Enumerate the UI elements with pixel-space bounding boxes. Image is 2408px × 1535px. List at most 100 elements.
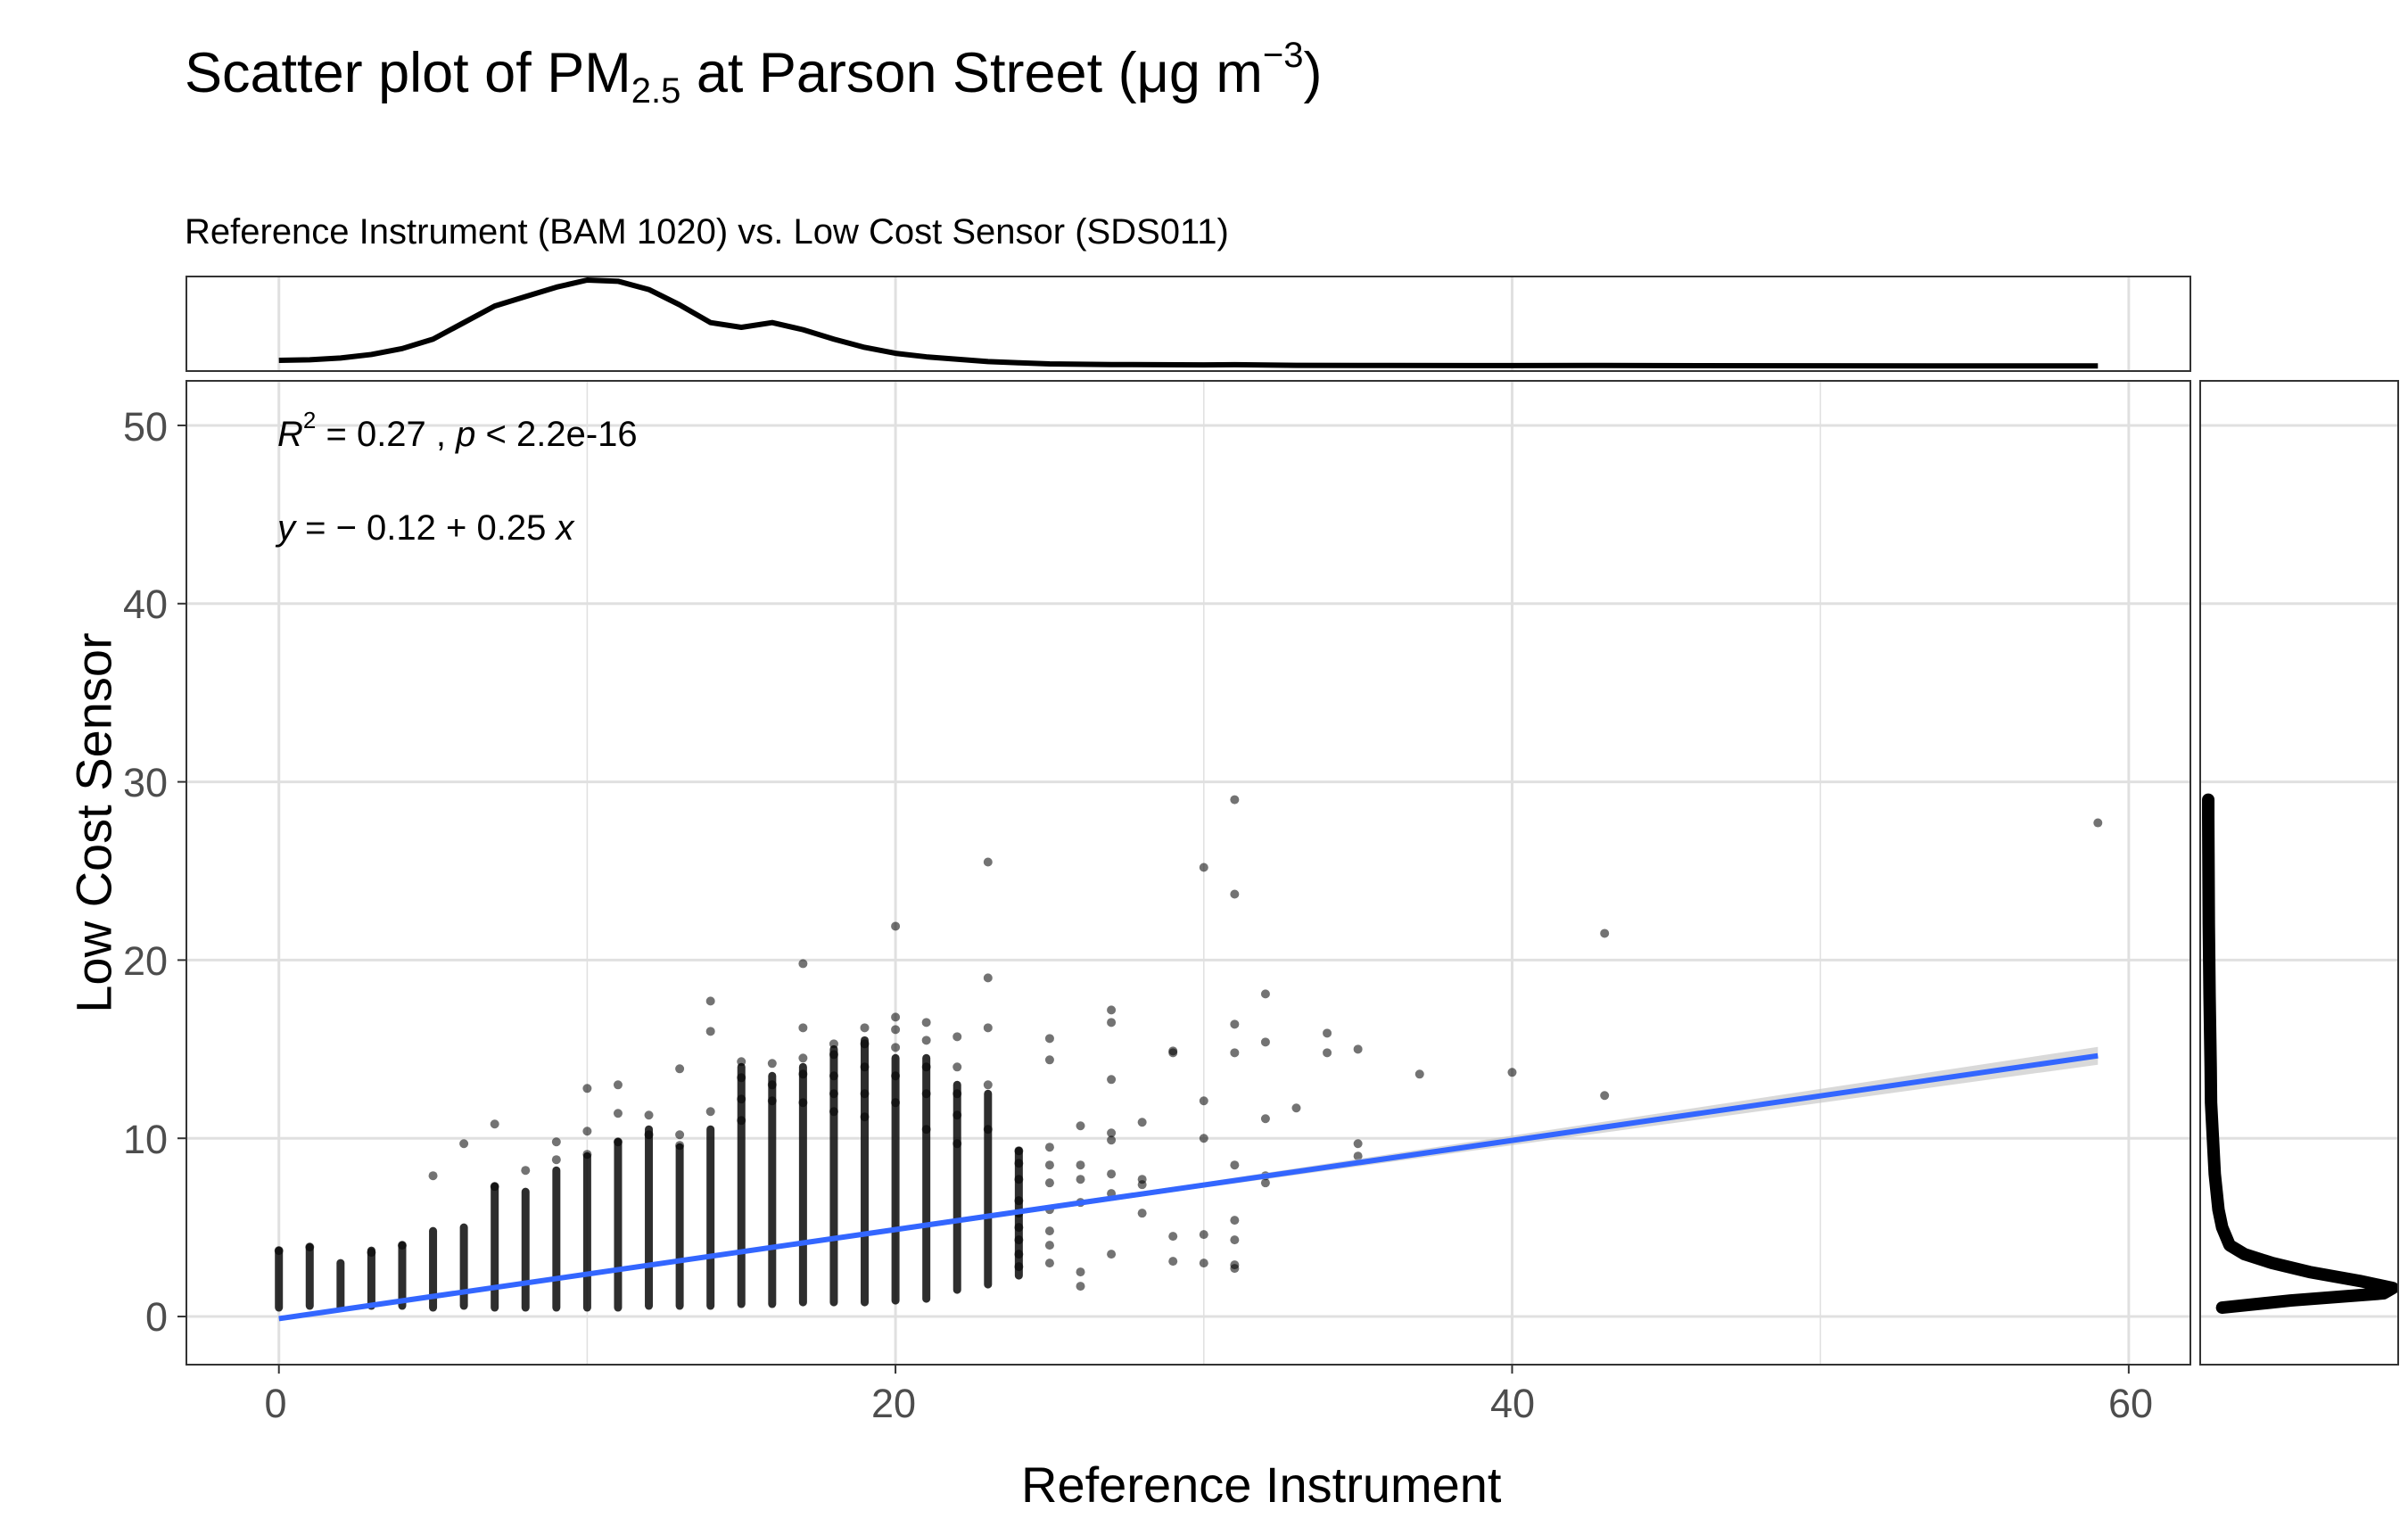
data-point: [675, 1130, 685, 1140]
data-point: [952, 1089, 962, 1099]
data-point: [551, 1155, 561, 1165]
data-point: [829, 1039, 838, 1049]
y-tick-label: 10: [122, 1117, 168, 1162]
y-tick-label: 40: [122, 582, 168, 627]
data-point: [705, 1107, 715, 1117]
data-point: [829, 1107, 838, 1117]
data-point: [1044, 1160, 1054, 1170]
chart-subtitle: Reference Instrument (BAM 1020) vs. Low …: [185, 212, 1229, 252]
data-point: [1107, 1135, 1117, 1145]
data-point: [1014, 1223, 1024, 1233]
data-point: [1044, 1226, 1054, 1236]
x-density-curve: [278, 277, 2099, 369]
data-point: [274, 1246, 284, 1256]
regression-line: [278, 1052, 2099, 1322]
data-point: [1260, 1037, 1270, 1047]
data-point: [1230, 1160, 1240, 1170]
data-point: [1260, 1178, 1270, 1188]
data-point: [1076, 1282, 1085, 1292]
data-point: [860, 1023, 870, 1033]
data-point: [490, 1182, 499, 1192]
data-point: [582, 1126, 592, 1136]
data-point: [860, 1062, 870, 1072]
data-point: [891, 1098, 901, 1108]
data-point: [1044, 1034, 1054, 1044]
data-point: [983, 1125, 993, 1135]
data-point: [737, 1116, 746, 1126]
data-point: [1076, 1121, 1085, 1131]
data-point: [983, 1080, 993, 1090]
top-marginal-border: [186, 276, 2191, 372]
data-point: [1107, 1005, 1117, 1015]
data-point: [860, 1112, 870, 1122]
data-point: [490, 1119, 499, 1129]
data-point: [952, 1110, 962, 1120]
y-tick-label: 50: [122, 404, 168, 450]
data-point: [1353, 1044, 1363, 1054]
data-point: [921, 1089, 931, 1099]
data-point: [1230, 1048, 1240, 1058]
data-point: [1199, 862, 1208, 872]
data-point: [798, 959, 808, 969]
data-point: [613, 1109, 623, 1118]
data-point: [1414, 1069, 1424, 1079]
data-point: [860, 1039, 870, 1049]
data-point: [983, 857, 993, 867]
data-point: [1168, 1046, 1178, 1056]
data-point: [1353, 1139, 1363, 1149]
data-point: [952, 1139, 962, 1149]
data-point: [2093, 818, 2103, 828]
data-point: [921, 1036, 931, 1045]
data-point: [891, 921, 901, 931]
data-point: [1230, 1019, 1240, 1029]
data-point: [582, 1084, 592, 1093]
data-point: [1014, 1196, 1024, 1206]
r-squared-annotation: R2 = 0.27 , p < 2.2e-16: [277, 407, 638, 454]
data-point: [829, 1050, 838, 1060]
data-point: [1044, 1178, 1054, 1188]
x-axis-title: Reference Instrument: [1021, 1457, 1502, 1513]
data-point: [798, 1023, 808, 1033]
right-marginal-border: [2199, 380, 2399, 1366]
data-point: [798, 1069, 808, 1079]
data-point: [1230, 795, 1240, 805]
data-point: [613, 1137, 623, 1147]
data-point: [1230, 1264, 1240, 1274]
data-point: [1137, 1118, 1147, 1127]
data-point: [798, 1098, 808, 1108]
data-point: [367, 1248, 376, 1258]
data-point: [1014, 1235, 1024, 1245]
data-point: [1230, 1216, 1240, 1226]
data-point: [1107, 1250, 1117, 1259]
data-point: [1014, 1250, 1024, 1259]
data-point: [1230, 1235, 1240, 1245]
data-point: [1260, 1114, 1270, 1124]
data-point: [1199, 1230, 1208, 1240]
data-point: [1076, 1160, 1085, 1170]
data-point: [891, 1012, 901, 1022]
data-point: [1137, 1209, 1147, 1218]
data-point: [983, 973, 993, 983]
data-point: [1014, 1159, 1024, 1168]
data-point: [705, 996, 715, 1006]
data-point: [1014, 1146, 1024, 1156]
data-point: [952, 1032, 962, 1042]
data-point: [397, 1241, 407, 1250]
y-tick-label: 20: [122, 938, 168, 984]
data-point: [1107, 1128, 1117, 1138]
data-point: [1137, 1180, 1147, 1190]
data-point: [1323, 1048, 1332, 1058]
data-point: [1044, 1259, 1054, 1268]
data-point: [952, 1062, 962, 1072]
data-point: [921, 1125, 931, 1135]
x-tick-label: 40: [1489, 1381, 1536, 1426]
data-point: [551, 1137, 561, 1147]
data-point: [1107, 1075, 1117, 1085]
data-point: [921, 1018, 931, 1027]
data-point: [1014, 1262, 1024, 1272]
data-point: [860, 1089, 870, 1099]
data-point: [1507, 1068, 1517, 1077]
x-tick-label: 0: [264, 1381, 287, 1426]
data-point: [737, 1073, 746, 1083]
